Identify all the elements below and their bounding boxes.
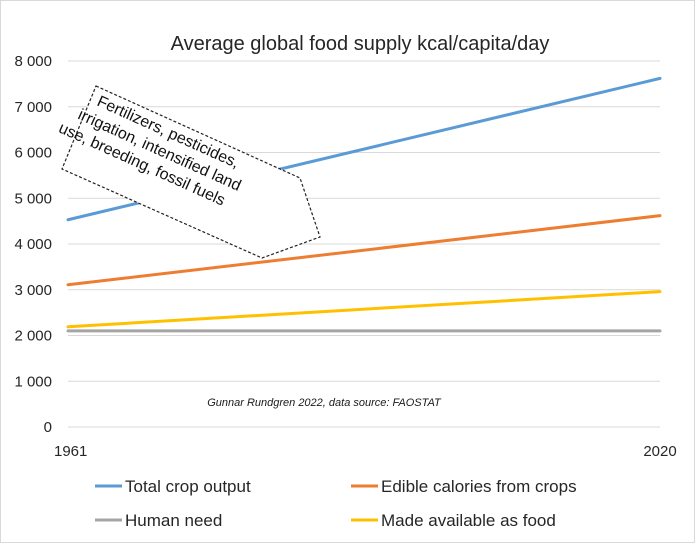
y-tick-label: 8 000 xyxy=(14,53,52,70)
gridlines xyxy=(68,60,660,428)
y-tick-label: 2 000 xyxy=(14,328,52,345)
y-tick-label: 4 000 xyxy=(14,236,52,253)
legend-label: Made available as food xyxy=(381,511,556,530)
source-credit: Gunnar Rundgren 2022, data source: FAOST… xyxy=(207,397,442,409)
legend-label: Human need xyxy=(125,511,222,530)
legend-label: Edible calories from crops xyxy=(381,477,577,496)
y-tick-label: 5 000 xyxy=(14,190,52,207)
legend: Total crop output Edible calories from cr… xyxy=(95,477,577,530)
x-tick-label: 2020 xyxy=(643,443,676,460)
annotation-callout: Fertilizers, pesticides, irrigation, int… xyxy=(56,85,321,259)
y-tick-label: 1 000 xyxy=(14,373,52,390)
x-tick-label: 1961 xyxy=(54,443,87,460)
x-axis-ticks: 1961 2020 xyxy=(54,443,677,460)
y-axis-ticks: 0 1 000 2 000 3 000 4 000 5 000 6 000 7 000 8 00… xyxy=(14,53,52,436)
annotation-box xyxy=(61,85,321,259)
chart-title: Average global food supply kcal/capita/d… xyxy=(171,33,550,55)
series-line xyxy=(66,290,662,329)
series-line xyxy=(66,214,662,287)
y-tick-label: 6 000 xyxy=(14,145,52,162)
legend-label: Total crop output xyxy=(125,477,251,496)
y-tick-label: 3 000 xyxy=(14,282,52,299)
y-tick-label: 0 xyxy=(44,419,52,436)
y-tick-label: 7 000 xyxy=(14,99,52,116)
